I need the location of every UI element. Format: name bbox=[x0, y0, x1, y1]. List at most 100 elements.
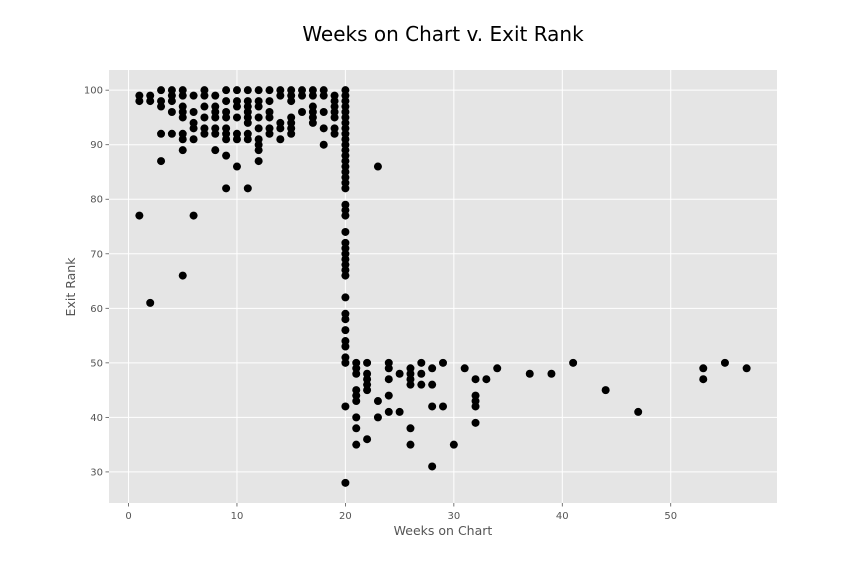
data-point bbox=[243, 118, 252, 127]
y-axis-ticks: 30 40 50 60 70 80 90 100 bbox=[84, 86, 109, 478]
data-point bbox=[319, 124, 328, 133]
data-point bbox=[200, 91, 209, 100]
y-tick-label: 40 bbox=[90, 413, 103, 424]
data-point bbox=[265, 129, 274, 138]
data-point bbox=[330, 113, 339, 122]
data-point bbox=[222, 184, 231, 193]
data-point bbox=[265, 97, 274, 106]
data-point bbox=[341, 478, 350, 487]
data-point bbox=[243, 135, 252, 144]
data-point bbox=[352, 413, 361, 422]
x-axis-label: Weeks on Chart bbox=[394, 523, 493, 538]
data-point bbox=[547, 369, 556, 378]
data-point bbox=[232, 102, 241, 111]
data-point bbox=[135, 211, 144, 220]
y-tick-label: 100 bbox=[84, 86, 103, 97]
data-point bbox=[189, 135, 198, 144]
x-tick-label: 10 bbox=[231, 511, 244, 522]
data-point bbox=[200, 102, 209, 111]
data-point bbox=[449, 440, 458, 449]
y-tick-label: 90 bbox=[90, 140, 103, 151]
data-point bbox=[222, 135, 231, 144]
data-point bbox=[157, 129, 166, 138]
data-point bbox=[319, 91, 328, 100]
data-point bbox=[189, 107, 198, 116]
data-point bbox=[232, 135, 241, 144]
data-point bbox=[363, 358, 372, 367]
data-point bbox=[211, 129, 220, 138]
x-tick-label: 50 bbox=[664, 511, 677, 522]
data-point bbox=[211, 113, 220, 122]
data-point bbox=[601, 386, 610, 395]
plot-area bbox=[109, 70, 777, 503]
data-point bbox=[276, 124, 285, 133]
data-point bbox=[428, 462, 437, 471]
data-point bbox=[254, 124, 263, 133]
data-point bbox=[222, 151, 231, 160]
data-point bbox=[373, 162, 382, 171]
data-point bbox=[384, 375, 393, 384]
data-point bbox=[471, 375, 480, 384]
data-point bbox=[157, 157, 166, 166]
x-tick-label: 20 bbox=[339, 511, 352, 522]
data-point bbox=[428, 364, 437, 373]
data-point bbox=[146, 97, 155, 106]
data-point bbox=[417, 358, 426, 367]
data-point bbox=[298, 107, 307, 116]
data-point bbox=[493, 364, 502, 373]
data-point bbox=[254, 157, 263, 166]
data-point bbox=[406, 380, 415, 389]
data-points bbox=[135, 86, 751, 487]
y-tick-label: 50 bbox=[90, 358, 103, 369]
data-point bbox=[157, 86, 166, 95]
data-point bbox=[319, 140, 328, 149]
data-point bbox=[439, 358, 447, 367]
data-point bbox=[265, 86, 274, 95]
data-point bbox=[460, 364, 469, 373]
data-point bbox=[243, 184, 252, 193]
data-point bbox=[471, 402, 480, 411]
y-tick-label: 60 bbox=[90, 304, 103, 315]
data-point bbox=[363, 386, 372, 395]
data-point bbox=[178, 91, 187, 100]
chart-title: Weeks on Chart v. Exit Rank bbox=[302, 22, 584, 46]
data-point bbox=[341, 326, 350, 335]
data-point bbox=[232, 113, 241, 122]
data-point bbox=[699, 375, 708, 384]
data-point bbox=[222, 86, 231, 95]
data-point bbox=[352, 397, 361, 406]
data-point bbox=[384, 391, 393, 400]
data-point bbox=[319, 107, 328, 116]
data-point bbox=[254, 113, 263, 122]
data-point bbox=[308, 118, 317, 127]
data-point bbox=[308, 91, 317, 100]
y-tick-label: 80 bbox=[90, 195, 103, 206]
data-point bbox=[341, 184, 350, 193]
x-tick-label: 40 bbox=[556, 511, 569, 522]
data-point bbox=[276, 135, 285, 144]
data-point bbox=[439, 402, 447, 411]
data-point bbox=[634, 407, 643, 416]
data-point bbox=[720, 358, 729, 367]
data-point bbox=[352, 369, 361, 378]
data-point bbox=[341, 315, 350, 324]
data-point bbox=[395, 369, 404, 378]
data-point bbox=[178, 146, 187, 155]
data-point bbox=[232, 162, 241, 171]
y-tick-label: 30 bbox=[90, 467, 103, 478]
data-point bbox=[189, 124, 198, 133]
data-point bbox=[406, 440, 415, 449]
data-point bbox=[287, 97, 296, 106]
data-point bbox=[222, 113, 231, 122]
data-point bbox=[428, 380, 437, 389]
data-point bbox=[178, 135, 187, 144]
data-point bbox=[352, 424, 361, 433]
data-point bbox=[287, 129, 296, 138]
data-point bbox=[178, 113, 187, 122]
data-point bbox=[167, 129, 176, 138]
data-point bbox=[189, 211, 198, 220]
y-tick-label: 70 bbox=[90, 249, 103, 260]
data-point bbox=[135, 97, 144, 106]
data-point bbox=[417, 380, 426, 389]
data-point bbox=[265, 113, 274, 122]
